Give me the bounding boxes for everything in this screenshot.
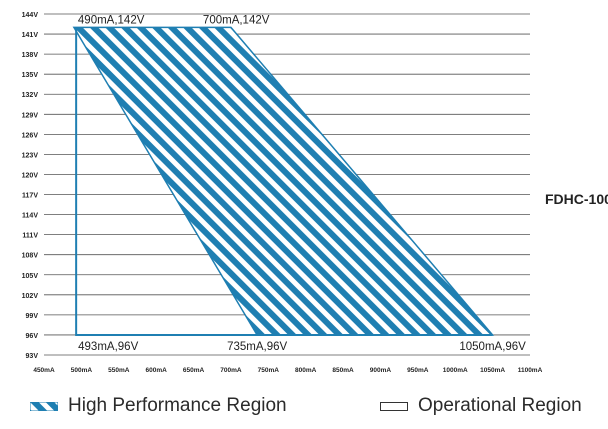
data-label: 1050mA,96V [459, 341, 526, 353]
x-tick-label: 650mA [183, 367, 205, 374]
x-tick-label: 900mA [370, 367, 392, 374]
y-tick-label: 108V [22, 253, 39, 260]
y-tick-label: 132V [22, 92, 39, 99]
x-tick-label: 550mA [108, 367, 130, 374]
y-tick-label: 99V [26, 313, 39, 320]
y-tick-label: 123V [22, 152, 39, 159]
y-tick-label: 105V [22, 273, 39, 280]
y-tick-label: 129V [22, 112, 39, 119]
x-tick-label: 600mA [145, 367, 167, 374]
x-axis-ticks: 450mA 500mA 550mA 600mA 650mA 700mA 750mA 800mA… [33, 367, 542, 374]
outline-swatch-icon [380, 401, 408, 411]
legend-high-performance: High Performance Region [30, 393, 287, 419]
data-label: 735mA,96V [227, 341, 287, 353]
y-tick-label: 114V [22, 213, 38, 220]
annotations: 490mA,142V 700mA,142V 493mA,96V 735mA,96V 10… [78, 14, 526, 353]
y-tick-label: 144V [22, 12, 39, 19]
legend-label-operational: Operational Region [418, 395, 582, 416]
operational-region [75, 27, 493, 336]
series-layer [72, 26, 495, 336]
high-performance-region [72, 26, 495, 336]
x-tick-label: 800mA [295, 367, 317, 374]
data-label: 700mA,142V [203, 14, 270, 26]
hatched-swatch-icon [30, 401, 58, 411]
y-tick-label: 135V [22, 72, 39, 79]
x-tick-label: 700mA [220, 367, 242, 374]
y-tick-label: 96V [26, 333, 39, 340]
x-tick-label: 500mA [71, 367, 93, 374]
data-label: 493mA,96V [78, 341, 138, 353]
data-label: 490mA,142V [78, 14, 145, 26]
legend-operational: Operational Region [380, 393, 582, 419]
y-tick-label: 126V [22, 132, 39, 139]
y-tick-label: 141V [22, 32, 39, 39]
y-tick-label: 111V [22, 233, 38, 240]
x-tick-label: 750mA [258, 367, 280, 374]
x-tick-label: 850mA [332, 367, 354, 374]
x-tick-label: 950mA [407, 367, 429, 374]
y-axis-ticks: 93V 96V 99V 102V 105V 108V 111V 114V 117V 120V 123… [22, 12, 39, 360]
y-tick-label: 117V [22, 193, 38, 200]
model-label: FDHC-100L [545, 191, 608, 207]
legend-label-high-performance: High Performance Region [68, 395, 287, 416]
x-tick-label: 450mA [33, 367, 55, 374]
y-tick-label: 138V [22, 52, 39, 59]
x-tick-label: 1000mA [443, 367, 468, 374]
x-tick-label: 1050mA [480, 367, 505, 374]
y-tick-label: 120V [22, 172, 39, 179]
y-tick-label: 93V [26, 353, 39, 360]
x-tick-label: 1100mA [518, 367, 543, 374]
y-tick-label: 102V [22, 293, 39, 300]
